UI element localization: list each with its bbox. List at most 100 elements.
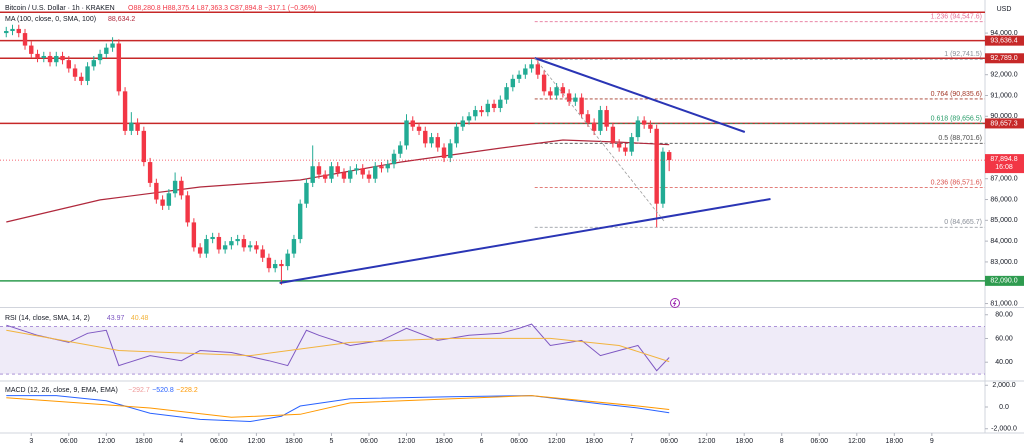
level-tag [985, 53, 1024, 64]
indicator-title: RSI (14, close, SMA, 14, 2) [5, 315, 90, 322]
x-tick-label: 06:00 [510, 438, 528, 445]
currency: USD [997, 6, 1012, 13]
symbol-title: Bitcoin / U.S. Dollar · 1h · KRAKEN [5, 5, 115, 12]
candle-body [72, 68, 78, 77]
candle-body [297, 203, 303, 240]
candle-body [635, 120, 641, 138]
candle-body [523, 68, 528, 75]
candle-body [210, 236, 215, 240]
candle-body [398, 145, 403, 154]
candle-body [54, 55, 59, 63]
candle-body [366, 174, 372, 179]
candle-body [448, 143, 453, 158]
x-tick-label: 18:00 [585, 438, 603, 445]
y-tick-label: -2,000.0 [991, 426, 1017, 433]
y-tick-label: 83,000.0 [990, 259, 1017, 266]
candle-body [110, 43, 115, 48]
level-tag [985, 35, 1024, 46]
indicator-line [6, 329, 670, 363]
candle-body [560, 87, 566, 94]
candle-body [410, 120, 415, 127]
rsi-band [0, 326, 985, 375]
y-tick-label: 86,000.0 [990, 196, 1017, 203]
countdown: 16:08 [995, 164, 1013, 171]
x-tick-label: 18:00 [435, 438, 453, 445]
x-tick-label: 12:00 [398, 438, 416, 445]
candle-body [166, 193, 172, 206]
fib-label: 1 (92,741.5) [944, 51, 982, 58]
y-tick-label: 60.00 [995, 335, 1013, 342]
candle-body [623, 147, 628, 152]
candle-body [60, 55, 65, 61]
candle-body [598, 110, 603, 131]
candle-body [129, 122, 134, 131]
candle-body [279, 264, 284, 267]
candle-body [541, 74, 547, 92]
candle-body [191, 222, 197, 248]
last-price-tag [985, 154, 1024, 174]
y-tick-label: 90,000.0 [990, 113, 1017, 120]
candle-body [604, 110, 609, 127]
candle-body [10, 28, 15, 32]
candle-body [335, 166, 340, 173]
candle-body [548, 91, 553, 96]
candle-body [272, 264, 278, 269]
x-tick-label: 9 [930, 438, 934, 445]
candle-body [454, 126, 459, 144]
x-tick-label: 06:00 [60, 438, 78, 445]
candle-body [116, 43, 122, 92]
x-tick-label: 6 [480, 438, 484, 445]
y-tick-label: 40.00 [995, 359, 1013, 366]
candle-body [498, 99, 503, 108]
fib-label: 1.236 (94,547.6) [931, 14, 982, 21]
x-tick-label: 12:00 [548, 438, 566, 445]
candle-body [391, 153, 397, 165]
candle-body [648, 124, 653, 129]
candle-body [535, 64, 541, 75]
candle-body [429, 137, 434, 144]
indicator-line [6, 323, 670, 372]
candle-body [104, 47, 109, 54]
candle-body [141, 130, 147, 163]
candle-body [197, 247, 203, 254]
x-tick-label: 18:00 [285, 438, 303, 445]
candle-body [41, 55, 46, 59]
x-tick-label: 8 [780, 438, 784, 445]
candle-body [641, 120, 647, 125]
indicator-line [6, 395, 670, 418]
candle-body [529, 64, 534, 69]
y-tick-label: 2,000.0 [992, 382, 1015, 389]
y-tick-label: 0.0 [999, 404, 1009, 411]
event-icon[interactable] [670, 298, 680, 308]
candle-body [229, 241, 234, 246]
ma-label: MA (100, close, 0, SMA, 100) [5, 16, 96, 23]
candle-body [516, 74, 522, 79]
candle-body [85, 66, 90, 81]
candle-body [479, 110, 484, 113]
y-tick-label: 85,000.0 [990, 217, 1017, 224]
candle-body [404, 120, 409, 146]
y-tick-label: 91,000.0 [990, 92, 1017, 99]
candle-body [385, 164, 390, 169]
candle-body [441, 147, 447, 158]
candle-body [316, 166, 322, 175]
candle-body [185, 195, 190, 223]
candle-body [160, 199, 165, 206]
x-tick-label: 06:00 [210, 438, 228, 445]
y-tick-label: 87,000.0 [990, 176, 1017, 183]
x-tick-label: 18:00 [886, 438, 904, 445]
indicator-line [6, 395, 670, 423]
x-tick-label: 12:00 [848, 438, 866, 445]
ohlc: O88,280.8 H88,375.4 L87,363.3 C87,894.8 … [128, 5, 316, 12]
candle-body [35, 53, 40, 59]
level-tag-label: 82,090.0 [990, 278, 1017, 285]
candle-body [247, 245, 253, 248]
candle-body [285, 253, 290, 267]
trend-line [534, 57, 746, 133]
candle-body [291, 239, 297, 254]
candle-body [310, 166, 315, 183]
candle-body [222, 245, 228, 250]
x-tick-label: 3 [29, 438, 33, 445]
candle-body [466, 116, 472, 121]
